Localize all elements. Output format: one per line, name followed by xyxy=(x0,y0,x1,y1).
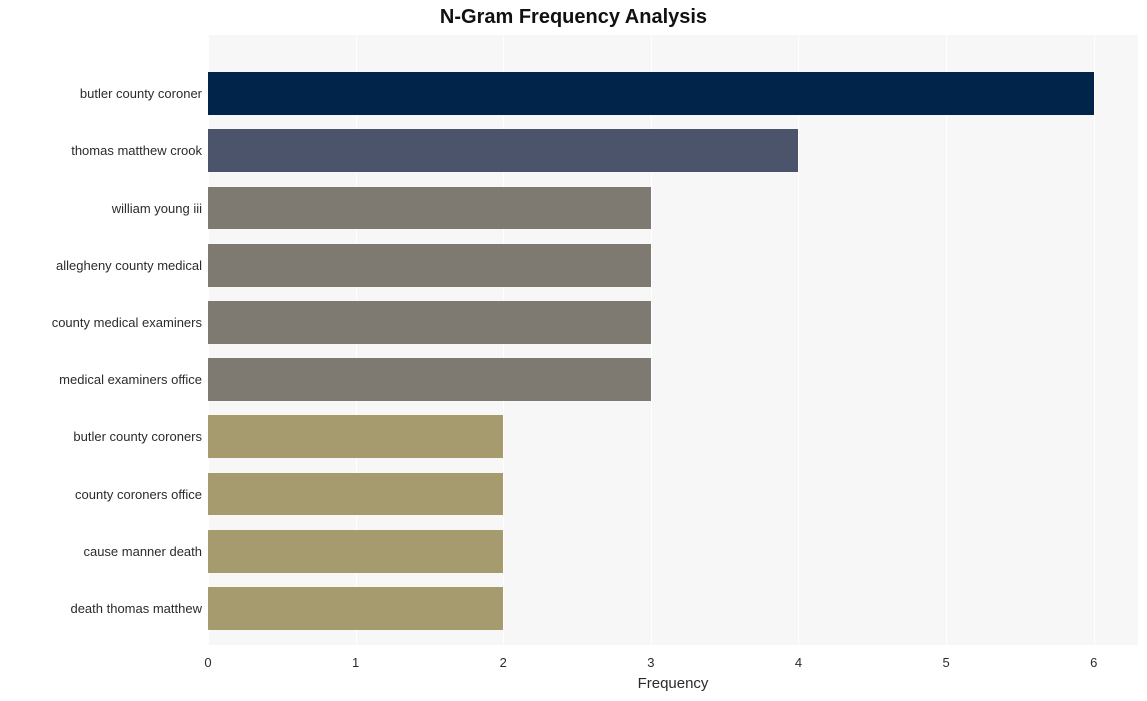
y-tick-label: county coroners office xyxy=(75,487,202,502)
y-tick-label: thomas matthew crook xyxy=(71,143,202,158)
x-tick-label: 2 xyxy=(500,655,507,670)
bar xyxy=(208,415,503,458)
bar xyxy=(208,473,503,516)
bar xyxy=(208,244,651,287)
bar xyxy=(208,129,798,172)
x-tick-label: 0 xyxy=(204,655,211,670)
y-tick-label: butler county coroner xyxy=(80,86,202,101)
chart-title: N-Gram Frequency Analysis xyxy=(0,6,1147,29)
x-tick-label: 3 xyxy=(647,655,654,670)
x-tick-label: 5 xyxy=(942,655,949,670)
x-axis-label: Frequency xyxy=(208,675,1138,692)
gridline xyxy=(946,35,947,645)
plot-area xyxy=(208,35,1138,645)
bar xyxy=(208,358,651,401)
y-tick-label: cause manner death xyxy=(83,544,202,559)
bar xyxy=(208,530,503,573)
bar xyxy=(208,301,651,344)
x-tick-label: 1 xyxy=(352,655,359,670)
gridline xyxy=(651,35,652,645)
x-tick-label: 6 xyxy=(1090,655,1097,670)
y-tick-label: medical examiners office xyxy=(59,372,202,387)
bar xyxy=(208,587,503,630)
gridline xyxy=(798,35,799,645)
y-tick-label: william young iii xyxy=(112,201,202,216)
y-tick-label: butler county coroners xyxy=(73,429,202,444)
bar xyxy=(208,187,651,230)
gridline xyxy=(1094,35,1095,645)
y-tick-label: allegheny county medical xyxy=(56,258,202,273)
bar xyxy=(208,72,1094,115)
chart-container: N-Gram Frequency Analysis Frequency 0 1 2 3… xyxy=(0,0,1147,701)
y-tick-label: death thomas matthew xyxy=(70,601,202,616)
x-tick-label: 4 xyxy=(795,655,802,670)
y-tick-label: county medical examiners xyxy=(52,315,202,330)
